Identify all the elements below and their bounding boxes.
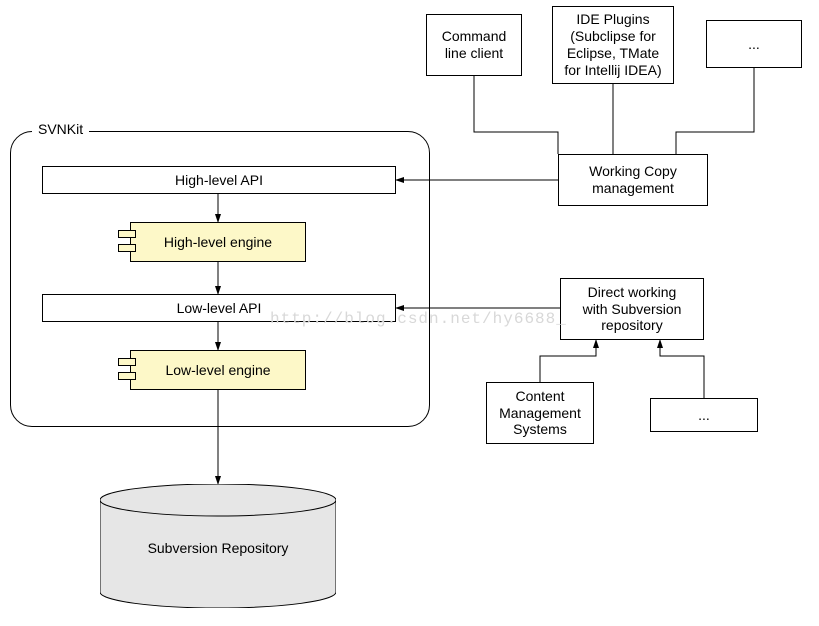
subversion-repository-cylinder: Subversion Repository xyxy=(100,484,336,608)
ellipsis-top-box: ... xyxy=(706,20,802,68)
subversion-repository-label: Subversion Repository xyxy=(148,540,289,556)
command-line-client-label: Commandline client xyxy=(442,28,507,62)
ide-plugins-label: IDE Plugins(Subclipse forEclipse, TMatef… xyxy=(564,11,661,78)
high-level-api-box: High-level API xyxy=(42,166,396,194)
engine-notch xyxy=(118,244,136,252)
direct-working-box: Direct workingwith Subversionrepository xyxy=(560,278,704,340)
engine-notch xyxy=(118,358,136,366)
low-level-engine-box: Low-level engine xyxy=(130,350,306,390)
subversion-repository-label-wrap: Subversion Repository xyxy=(100,540,336,556)
ellipsis-bottom-box: ... xyxy=(650,398,758,432)
high-level-engine-box: High-level engine xyxy=(130,222,306,262)
high-level-api-label: High-level API xyxy=(175,172,263,188)
working-copy-management-label: Working Copymanagement xyxy=(589,163,677,197)
low-level-engine-label: Low-level engine xyxy=(165,362,270,378)
working-copy-management-box: Working Copymanagement xyxy=(558,154,708,206)
engine-notch xyxy=(118,230,136,238)
command-line-client-box: Commandline client xyxy=(426,14,522,76)
ide-plugins-box: IDE Plugins(Subclipse forEclipse, TMatef… xyxy=(552,6,674,84)
watermark-text: http://blog.csdn.net/hy6688_ xyxy=(270,310,567,328)
high-level-engine-label: High-level engine xyxy=(164,234,272,250)
engine-notch xyxy=(118,372,136,380)
low-level-api-label: Low-level API xyxy=(177,300,262,316)
ellipsis-bottom-label: ... xyxy=(698,407,710,424)
svnkit-frame-label: SVNKit xyxy=(32,121,89,137)
direct-working-label: Direct workingwith Subversionrepository xyxy=(583,284,682,334)
cms-box: ContentManagementSystems xyxy=(486,382,594,444)
ellipsis-top-label: ... xyxy=(748,36,760,53)
cms-label: ContentManagementSystems xyxy=(499,388,581,438)
